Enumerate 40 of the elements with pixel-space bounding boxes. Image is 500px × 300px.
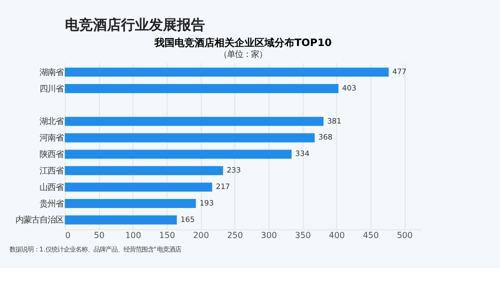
y-tick-label: 贵州省 [39, 198, 64, 208]
data-label: 233 [226, 166, 242, 175]
x-tick-label: 500 [396, 230, 413, 240]
y-tick-label: 江西省 [39, 165, 64, 176]
bar [64, 133, 315, 142]
data-label: 165 [180, 214, 195, 224]
y-tick-label: 内蒙古自治区 [15, 214, 64, 225]
x-tick-label: 250 [227, 230, 243, 240]
x-tick-label: 450 [362, 230, 379, 240]
x-tick-label: 200 [193, 230, 210, 240]
bar [64, 215, 177, 224]
x-tick-label: 300 [261, 230, 277, 240]
y-tick-label: 湖南省 [39, 66, 64, 77]
bar [64, 150, 292, 159]
x-tick-label: 100 [125, 230, 142, 240]
chart-title: 电竞酒店行业发展报告 [64, 16, 205, 34]
data-label: 403 [342, 83, 357, 92]
x-tick-label: 0 [65, 230, 71, 240]
chart-subtitle: 我国电竞酒店相关企业区域分布TOP10 （单位：家） [153, 37, 332, 60]
y-tick-label: 河南省 [39, 132, 64, 143]
bar [64, 166, 224, 176]
data-label: 217 [216, 182, 230, 191]
bar [64, 68, 389, 77]
bar [64, 116, 324, 126]
y-tick-label: 山西省 [39, 182, 64, 192]
x-tick-label: 350 [294, 230, 311, 240]
y-tick-label: 湖北省 [39, 116, 64, 126]
data-label: 334 [295, 149, 310, 158]
x-tick-label: 400 [328, 230, 345, 240]
y-tick-label: 四川省 [39, 83, 64, 94]
data-label: 368 [318, 132, 333, 142]
data-label: 193 [200, 198, 214, 208]
y-tick-label: 陕西省 [39, 149, 64, 160]
bar [64, 198, 196, 208]
data-label: 477 [392, 66, 407, 76]
data-label: 381 [327, 116, 342, 126]
bar [64, 182, 212, 192]
x-tick-label: 50 [94, 230, 105, 240]
bar [64, 84, 338, 94]
x-tick-label: 150 [159, 230, 176, 240]
